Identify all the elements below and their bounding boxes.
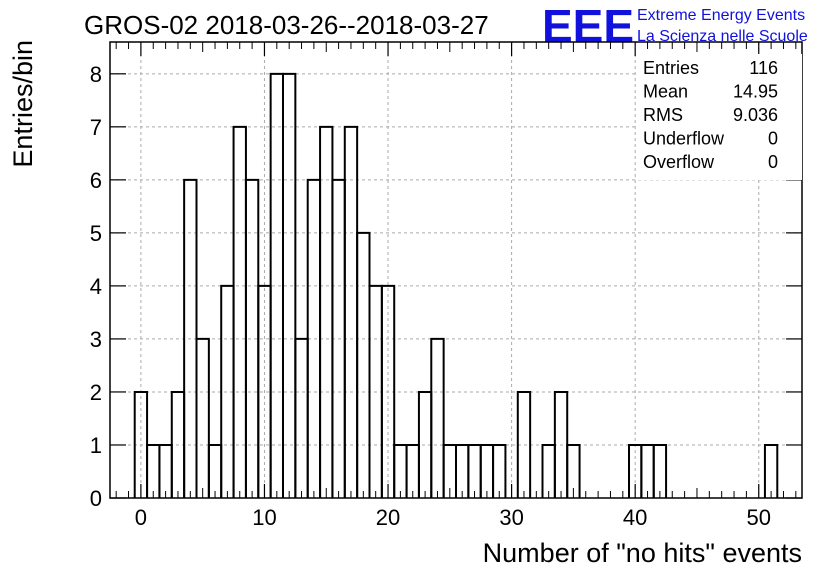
plot-frame [109,41,803,499]
histogram-bar [380,284,396,498]
stats-value: 9.036 [733,105,778,125]
histogram-bar [566,443,581,498]
histogram-bar [652,443,668,498]
x-tick-label: 0 [135,505,147,530]
stats-value: 116 [749,58,778,78]
y-tick-label: 3 [90,327,102,352]
stats-box-background [637,54,802,180]
eee-logo-mark: EEE [542,0,634,52]
stats-value: 0 [768,152,778,172]
y-tick-label: 1 [90,433,102,458]
histogram-bar [430,337,445,498]
x-tick-label: 30 [499,505,523,530]
y-axis-label: Entries/bin [8,40,38,168]
stats-label: Entries [643,58,699,78]
eee-logo-line1: Extreme Energy Events [637,7,805,24]
y-tick-label: 7 [90,115,102,140]
histogram-bar [763,443,779,498]
stats-value: 14.95 [733,82,778,102]
chart-title: GROS-02 2018-03-26--2018-03-27 [84,10,489,40]
stats-label: Overflow [643,152,715,172]
stats-value: 0 [768,129,778,149]
stats-box: Entries 116 Mean 14.95 RMS 9.036 Underflow 0 Ove… [637,54,802,180]
histogram-bar [492,443,507,498]
axis-ticks: 0 10 20 30 40 50 0 1 2 3 4 5 6 7 8 [90,42,802,530]
stats-label: Underflow [643,129,725,149]
x-axis-label: Number of "no hits" events [483,538,802,568]
x-tick-label: 50 [747,505,771,530]
x-tick-label: 20 [376,505,400,530]
histogram-bars [133,72,779,498]
y-tick-label: 2 [90,380,102,405]
y-tick-label: 5 [90,221,102,246]
histogram-bar [195,337,210,498]
eee-logo: EEE Extreme Energy Events La Scienza nel… [542,0,808,52]
eee-logo-line2: La Scienza nelle Scuole [637,28,808,45]
x-tick-label: 10 [252,505,276,530]
histogram-bar [282,72,297,498]
y-tick-label: 6 [90,168,102,193]
y-tick-label: 4 [90,274,102,299]
histogram-bar [516,390,532,498]
stats-label: RMS [643,105,683,125]
x-tick-label: 40 [623,505,647,530]
y-tick-label: 8 [90,62,102,87]
y-tick-label: 0 [90,486,102,511]
stats-label: Mean [643,82,688,102]
